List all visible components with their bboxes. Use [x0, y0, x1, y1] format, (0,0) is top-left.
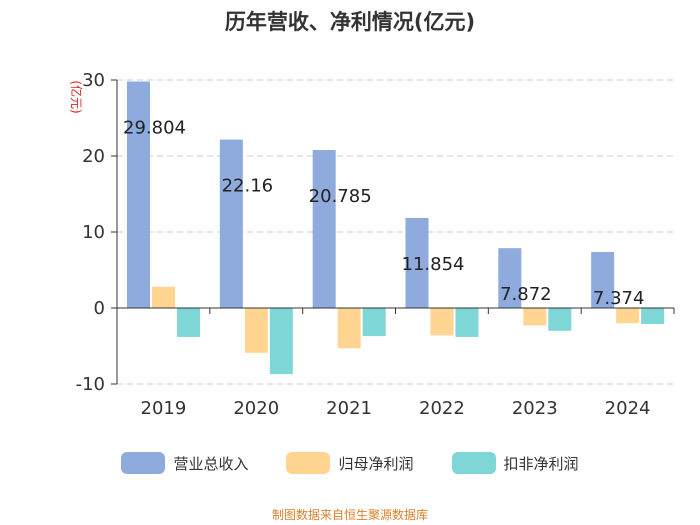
source-note: 制图数据来自恒生聚源数据库: [271, 508, 428, 522]
bar-net-profit-2019: [152, 286, 175, 308]
legend-item-net-profit[interactable]: 归母净利润: [286, 452, 414, 474]
label-layer: 29.804 22.16 20.785 11.854 7.872 7.374: [123, 117, 644, 308]
bar-deducted-profit-2022: [455, 308, 479, 337]
y-tick-label: 30: [82, 70, 105, 91]
x-tick-label-2020: 2020: [233, 398, 279, 419]
legend-swatch-net-profit: [286, 452, 331, 474]
legend-label-net-profit: 归母净利润: [338, 454, 414, 473]
y-tick-label: 10: [82, 222, 105, 243]
chart-title: 历年营收、净利情况(亿元): [224, 10, 476, 34]
bar-net-profit-2022: [430, 308, 454, 336]
x-tick-label-2022: 2022: [419, 398, 465, 419]
bar-deducted-profit-2020: [269, 308, 293, 375]
legend: 营业总收入 归母净利润 扣非净利润: [0, 452, 700, 474]
data-label-revenue-2021: 20.785: [309, 186, 372, 207]
legend-item-revenue[interactable]: 营业总收入: [121, 452, 248, 474]
data-label-revenue-2019: 29.804: [123, 117, 186, 138]
y-tick-label: 20: [82, 146, 105, 167]
bar-revenue-2019: [127, 81, 150, 309]
bar-revenue-2022: [405, 217, 429, 308]
bar-revenue-2021: [312, 150, 336, 308]
bar-deducted-profit-2024: [641, 308, 665, 324]
x-tick-label-2024: 2024: [605, 398, 651, 419]
data-label-revenue-2023: 7.872: [500, 284, 552, 305]
bar-layer: [127, 81, 665, 375]
grid-layer: [117, 79, 674, 385]
legend-label-deducted-profit: 扣非净利润: [503, 454, 579, 473]
bar-deducted-profit-2021: [362, 308, 386, 337]
data-label-revenue-2024: 7.374: [593, 288, 645, 309]
bar-deducted-profit-2023: [548, 308, 572, 331]
x-tick-label-2019: 2019: [141, 398, 187, 419]
bar-revenue-2023: [498, 248, 522, 308]
bar-net-profit-2024: [616, 308, 640, 324]
y-tick-label: -10: [76, 374, 105, 395]
bar-net-profit-2021: [337, 308, 361, 349]
legend-swatch-revenue: [121, 452, 166, 474]
legend-item-deducted-profit[interactable]: 扣非净利润: [451, 452, 579, 474]
bar-revenue-2024: [591, 251, 615, 308]
x-tick-label-2023: 2023: [512, 398, 558, 419]
data-label-revenue-2022: 11.854: [402, 254, 465, 275]
bar-net-profit-2020: [244, 308, 268, 353]
x-tick-label-2021: 2021: [326, 398, 372, 419]
legend-swatch-deducted-profit: [451, 452, 496, 474]
y-axis-label: (亿元): [69, 80, 84, 113]
bar-revenue-2020: [219, 139, 243, 308]
y-tick-label: 0: [94, 298, 105, 319]
bar-deducted-profit-2019: [177, 308, 200, 337]
bar-net-profit-2023: [523, 308, 547, 326]
axis-layer: -10 0 10 20 30(亿元) 2019 2020 2021 2022 2023 2024: [69, 70, 675, 419]
legend-label-revenue: 营业总收入: [173, 454, 249, 473]
data-label-revenue-2020: 22.16: [222, 176, 274, 197]
